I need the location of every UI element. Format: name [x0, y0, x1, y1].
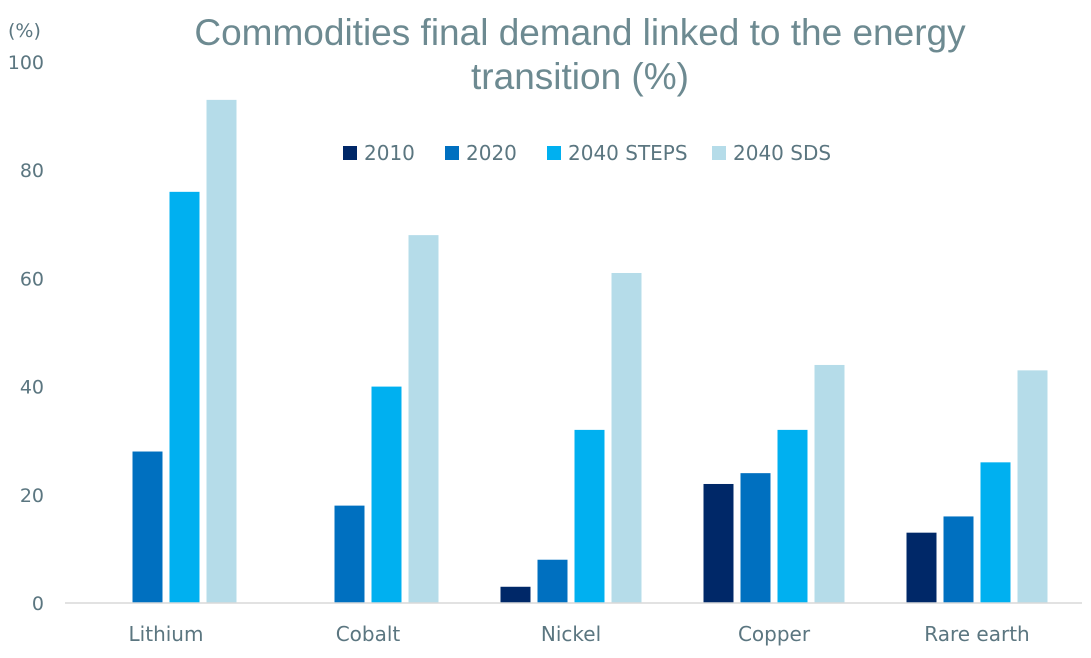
legend: 2010 2020 2040 STEPS 2040 SDS	[343, 141, 831, 165]
legend-swatch	[547, 146, 561, 160]
legend-label: 2010	[364, 141, 415, 165]
chart-title-line-2: transition (%)	[471, 56, 689, 97]
x-tick-label: Lithium	[129, 622, 204, 646]
y-tick-label: 0	[32, 593, 44, 615]
legend-swatch	[712, 146, 726, 160]
bar-copper-2040-sds	[814, 364, 845, 603]
chart-title-line-1: Commodities final demand linked to the e…	[194, 12, 966, 53]
legend-swatch	[343, 146, 357, 160]
y-tick-label: 40	[20, 377, 44, 399]
y-axis-label: (%)	[8, 20, 41, 42]
bar-rare-earth-2040-steps	[980, 462, 1011, 603]
y-tick-label: 80	[20, 160, 44, 182]
bar-lithium-2040-steps	[169, 191, 200, 603]
bar-lithium-2020	[132, 451, 163, 603]
bar-nickel-2040-sds	[611, 272, 642, 603]
legend-label: 2040 SDS	[733, 141, 831, 165]
bar-lithium-2040-sds	[206, 99, 237, 604]
bar-cobalt-2040-sds	[408, 235, 439, 603]
bar-cobalt-2020	[334, 505, 365, 603]
x-tick-label: Rare earth	[924, 622, 1029, 646]
bar-nickel-2040-steps	[574, 429, 605, 603]
bar-nickel-2020	[537, 559, 568, 603]
bar-copper-2010	[703, 483, 734, 603]
y-axis-ticks: 0 20 40 60 80 100	[8, 52, 44, 615]
bar-cobalt-2040-steps	[371, 386, 402, 603]
x-tick-label: Nickel	[541, 622, 601, 646]
legend-swatch	[445, 146, 459, 160]
x-tick-label: Copper	[738, 622, 811, 646]
x-tick-label: Cobalt	[336, 622, 401, 646]
legend-label: 2040 STEPS	[568, 141, 688, 165]
bar-rare-earth-2010	[906, 532, 937, 603]
bar-nickel-2010	[500, 586, 531, 603]
bars	[132, 99, 1048, 604]
y-tick-label: 100	[8, 52, 44, 74]
x-axis-labels: Lithium Cobalt Nickel Copper Rare earth	[129, 622, 1030, 646]
bar-rare-earth-2020	[943, 516, 974, 603]
y-tick-label: 60	[20, 268, 44, 290]
legend-label: 2020	[466, 141, 517, 165]
bar-copper-2040-steps	[777, 429, 808, 603]
bar-copper-2020	[740, 473, 771, 603]
bar-rare-earth-2040-sds	[1017, 370, 1048, 603]
y-tick-label: 20	[20, 485, 44, 507]
